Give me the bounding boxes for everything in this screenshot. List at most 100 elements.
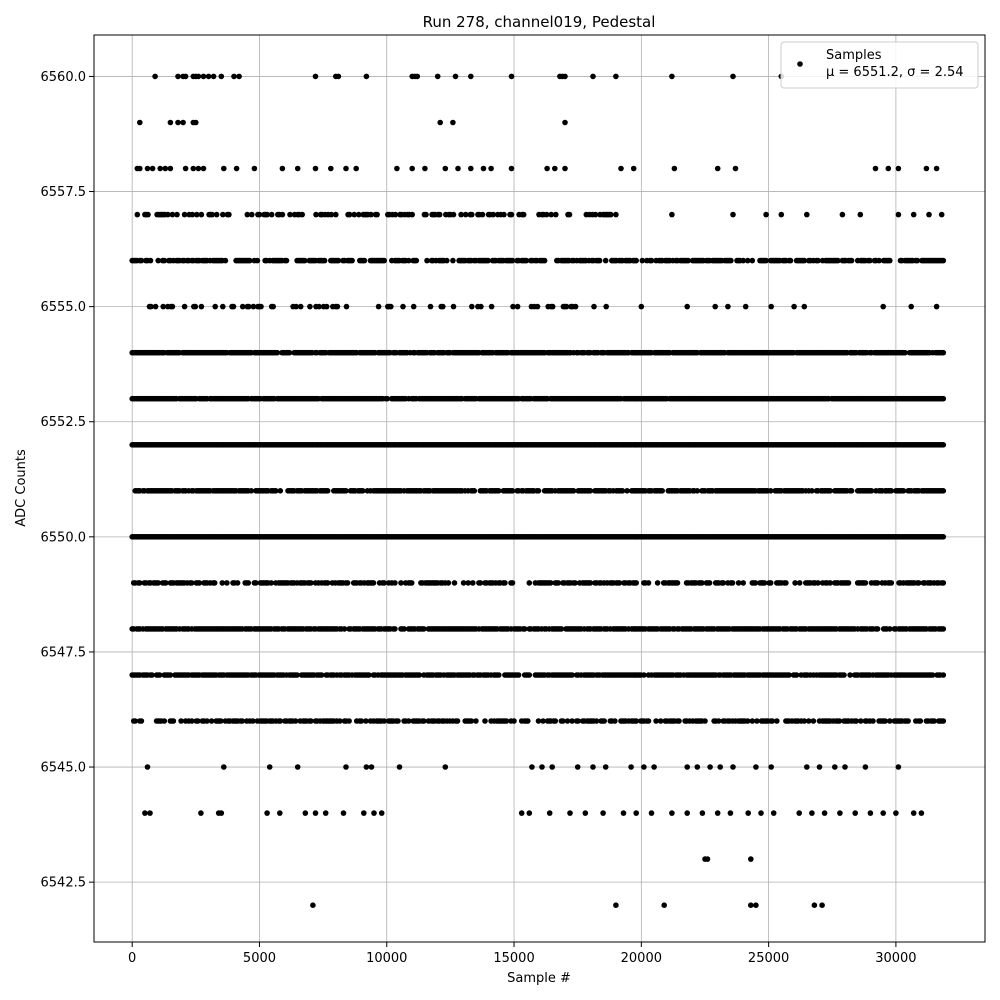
data-point — [400, 303, 406, 310]
data-point — [618, 165, 624, 172]
data-point — [888, 580, 895, 586]
data-point — [409, 211, 416, 218]
data-point — [468, 73, 474, 80]
data-point — [792, 580, 798, 586]
data-point — [434, 73, 441, 80]
data-point — [142, 810, 148, 816]
data-point — [395, 718, 401, 724]
data-point — [729, 580, 736, 586]
data-point — [480, 165, 487, 172]
data-point — [552, 165, 558, 172]
data-point — [603, 303, 609, 310]
data-point — [360, 488, 366, 494]
data-point — [717, 764, 723, 770]
data-point — [454, 718, 461, 724]
data-point — [685, 257, 691, 264]
data-point — [249, 211, 255, 218]
data-point — [226, 211, 232, 218]
data-point — [245, 580, 252, 586]
data-point — [234, 580, 241, 586]
data-point — [619, 488, 626, 494]
data-point — [870, 718, 876, 724]
data-point — [852, 810, 858, 816]
data-point — [562, 119, 568, 126]
data-point — [791, 303, 797, 310]
data-point — [479, 211, 486, 218]
data-point — [363, 764, 370, 770]
data-point — [205, 73, 212, 80]
data-point — [268, 580, 275, 586]
data-point — [145, 211, 151, 218]
data-point — [254, 257, 261, 264]
data-point — [702, 718, 708, 724]
y-tick-label: 6547.5 — [41, 645, 87, 660]
data-point — [394, 165, 400, 172]
data-point — [496, 672, 502, 678]
data-point — [940, 488, 947, 494]
data-point — [148, 303, 154, 310]
data-point — [316, 303, 322, 310]
data-point — [167, 119, 174, 126]
data-point — [297, 303, 304, 310]
data-point — [349, 257, 355, 264]
data-point — [356, 211, 362, 218]
data-point — [763, 257, 769, 264]
data-point — [940, 349, 947, 356]
data-point — [742, 303, 749, 310]
data-point — [940, 672, 947, 678]
data-point — [445, 580, 452, 586]
data-point — [712, 303, 718, 310]
y-tick-label: 6552.5 — [41, 415, 87, 430]
data-point — [344, 580, 351, 586]
data-point — [821, 810, 828, 816]
data-point — [450, 303, 457, 310]
data-point — [876, 257, 882, 264]
data-point — [839, 211, 846, 218]
data-point — [236, 73, 242, 80]
data-point — [137, 119, 143, 126]
y-tick-label: 6550.0 — [41, 530, 87, 545]
data-point — [534, 303, 541, 310]
data-point — [548, 211, 554, 218]
data-point — [547, 580, 554, 586]
data-point — [648, 810, 655, 816]
data-point — [940, 395, 947, 402]
data-point — [612, 718, 618, 724]
data-point — [322, 810, 329, 816]
data-points — [129, 73, 947, 908]
x-tick-label: 10000 — [366, 951, 407, 966]
y-tick-label: 6545.0 — [41, 761, 87, 776]
data-point — [138, 718, 145, 724]
data-point — [651, 764, 657, 770]
data-point — [511, 718, 517, 724]
data-point — [286, 349, 293, 356]
data-point — [720, 580, 727, 586]
data-point — [250, 303, 257, 310]
data-point — [900, 488, 907, 494]
data-point — [699, 580, 705, 586]
x-tick-label: 0 — [128, 951, 136, 966]
data-point — [442, 165, 449, 172]
data-point — [600, 810, 606, 816]
data-point — [427, 303, 434, 310]
data-point — [801, 257, 808, 264]
data-point — [778, 211, 785, 218]
data-point — [312, 165, 319, 172]
data-point — [546, 810, 553, 816]
data-point — [616, 580, 623, 586]
data-point — [523, 257, 530, 264]
data-point — [602, 257, 609, 264]
data-point — [563, 303, 570, 310]
data-point — [730, 211, 736, 218]
x-tick-label: 20000 — [621, 951, 662, 966]
data-point — [220, 303, 226, 310]
data-point — [198, 810, 204, 816]
data-point — [138, 257, 145, 264]
data-point — [774, 718, 780, 724]
data-point — [549, 303, 556, 310]
data-point — [804, 211, 810, 218]
data-point — [923, 165, 930, 172]
data-point — [730, 73, 736, 80]
data-point — [440, 303, 446, 310]
data-point — [155, 580, 161, 586]
